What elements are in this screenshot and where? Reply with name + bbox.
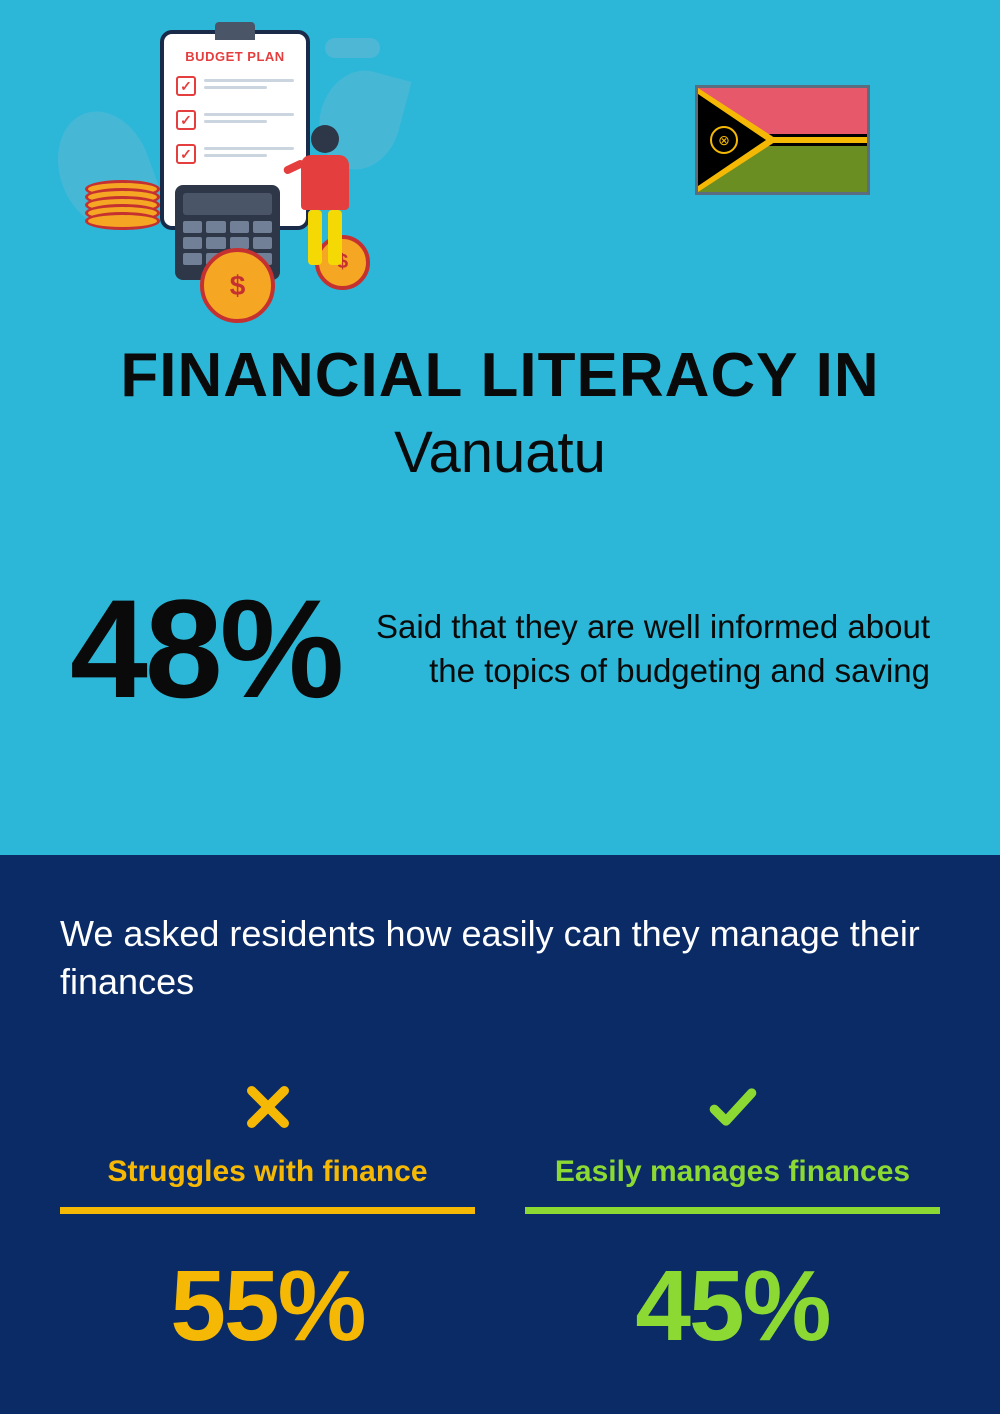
struggles-card: Struggles with finance 55% xyxy=(60,1077,475,1364)
checklist-item: ✓ xyxy=(176,76,294,96)
checklist-item: ✓ xyxy=(176,144,294,164)
struggles-label: Struggles with finance xyxy=(60,1155,475,1189)
manages-percent: 45% xyxy=(525,1249,940,1364)
divider xyxy=(525,1207,940,1214)
coins-stack-icon xyxy=(85,190,160,230)
x-icon xyxy=(60,1077,475,1137)
clipboard-title: BUDGET PLAN xyxy=(176,49,294,64)
person-icon xyxy=(290,125,360,280)
clipboard-clip xyxy=(215,22,255,40)
illustration-row: BUDGET PLAN ✓ ✓ ✓ xyxy=(60,30,940,310)
title-sub: Vanuatu xyxy=(60,419,940,486)
main-stat-row: 48% Said that they are well informed abo… xyxy=(60,586,940,712)
top-section: BUDGET PLAN ✓ ✓ ✓ xyxy=(0,0,1000,855)
struggles-percent: 55% xyxy=(60,1249,475,1364)
divider xyxy=(60,1207,475,1214)
manages-label: Easily manages finances xyxy=(525,1155,940,1189)
infographic-page: BUDGET PLAN ✓ ✓ ✓ xyxy=(0,0,1000,1414)
checklist-item: ✓ xyxy=(176,110,294,130)
results-row: Struggles with finance 55% Easily manage… xyxy=(60,1077,940,1364)
checkbox-icon: ✓ xyxy=(176,76,196,96)
bottom-section: We asked residents how easily can they m… xyxy=(0,855,1000,1414)
manages-card: Easily manages finances 45% xyxy=(525,1077,940,1364)
vanuatu-flag-icon: ⊗ xyxy=(695,85,870,195)
title-block: FINANCIAL LITERACY IN Vanuatu xyxy=(60,340,940,486)
coin-icon: $ xyxy=(200,248,275,323)
checkbox-icon: ✓ xyxy=(176,144,196,164)
main-stat-value: 48% xyxy=(70,586,341,712)
main-stat-description: Said that they are well informed about t… xyxy=(371,605,930,694)
cloud-decoration xyxy=(325,38,380,58)
survey-question: We asked residents how easily can they m… xyxy=(60,910,940,1007)
budget-illustration: BUDGET PLAN ✓ ✓ ✓ xyxy=(60,30,400,310)
title-main: FINANCIAL LITERACY IN xyxy=(60,340,940,411)
checkbox-icon: ✓ xyxy=(176,110,196,130)
check-icon xyxy=(525,1077,940,1137)
